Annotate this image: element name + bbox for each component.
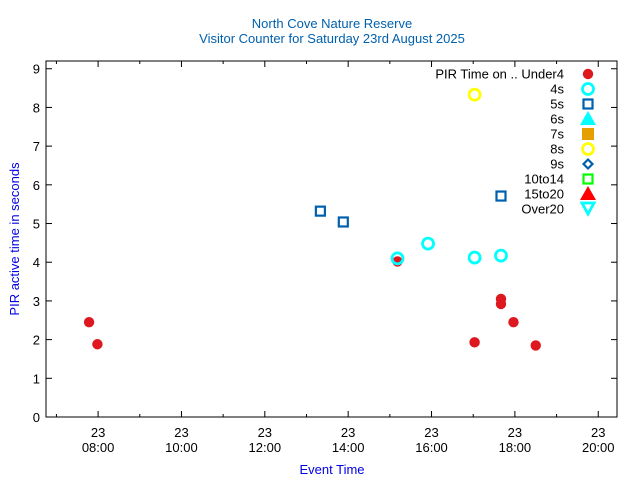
y-tick-label: 1 [33, 371, 40, 386]
data-point-under4 [508, 316, 519, 328]
data-point-5s [337, 216, 349, 228]
x-tick-time-label: 12:00 [249, 440, 282, 455]
x-tick-time-label: 18:00 [499, 440, 532, 455]
legend-marker-15to20 [580, 186, 596, 200]
data-point-5s [495, 190, 507, 202]
legend-marker-5s [582, 98, 594, 110]
axes: 01234567892308:002310:002312:002314:0023… [33, 61, 617, 455]
y-tick-label: 9 [33, 62, 40, 77]
plot-frame [45, 60, 618, 418]
y-tick-label: 0 [33, 410, 40, 425]
x-tick-day-label: 23 [591, 425, 605, 440]
x-tick-day-label: 23 [258, 425, 272, 440]
data-point-4s [467, 250, 482, 265]
data-points [83, 87, 541, 351]
legend-label: 9s [550, 157, 564, 172]
y-tick-label: 3 [33, 294, 40, 309]
x-tick-time-label: 16:00 [415, 440, 448, 455]
data-point-4s [494, 248, 508, 263]
y-tick-label: 8 [33, 100, 40, 115]
legend-marker-8s [581, 142, 595, 156]
x-tick-day-label: 23 [174, 425, 188, 440]
x-axis-label: Event Time [299, 462, 364, 477]
legend-label: 8s [550, 142, 564, 157]
legend-label: 10to14 [524, 172, 564, 187]
x-tick-day-label: 23 [508, 425, 522, 440]
legend-label: 4s [550, 82, 564, 97]
data-point-under4 [469, 337, 480, 348]
legend-label: 6s [550, 112, 564, 127]
y-tick-label: 5 [33, 217, 40, 232]
legend-marker-10to14 [582, 173, 594, 185]
y-tick-label: 4 [33, 255, 40, 270]
data-point-under4 [495, 298, 507, 310]
y-axis-label: PIR active time in seconds [7, 162, 22, 316]
legend: PIR Time on .. Under44s5s6s7s8s9s10to141… [435, 67, 597, 217]
data-point-under4 [83, 316, 95, 328]
data-point-4s [421, 236, 435, 251]
x-tick-day-label: 23 [341, 425, 355, 440]
legend-label: PIR Time on .. Under4 [435, 67, 564, 82]
x-tick-time-label: 08:00 [82, 440, 115, 455]
y-tick-label: 7 [33, 139, 40, 154]
chart-subtitle: Visitor Counter for Saturday 23rd August… [199, 31, 465, 46]
legend-marker-7s [582, 128, 594, 140]
data-point-5s [314, 205, 326, 217]
legend-label: 7s [550, 127, 564, 142]
x-tick-time-label: 20:00 [582, 440, 615, 455]
x-tick-time-label: 10:00 [165, 440, 198, 455]
legend-label: Over20 [521, 202, 564, 217]
data-point-4s [390, 251, 405, 266]
y-tick-label: 6 [33, 178, 40, 193]
legend-marker-9s [581, 157, 595, 171]
legend-marker-6s [580, 111, 596, 125]
data-point-under4 [530, 340, 541, 351]
x-tick-time-label: 14:00 [332, 440, 365, 455]
x-tick-day-label: 23 [424, 425, 438, 440]
legend-marker-under4 [582, 68, 594, 80]
legend-marker-4s [581, 82, 595, 96]
legend-marker-over20 [579, 201, 597, 217]
data-point-under4 [92, 339, 103, 350]
x-tick-day-label: 23 [91, 425, 105, 440]
legend-label: 15to20 [524, 187, 564, 202]
chart-title: North Cove Nature Reserve [252, 16, 412, 31]
y-tick-label: 2 [33, 333, 40, 348]
data-point-8s [467, 87, 482, 102]
legend-label: 5s [550, 97, 564, 112]
